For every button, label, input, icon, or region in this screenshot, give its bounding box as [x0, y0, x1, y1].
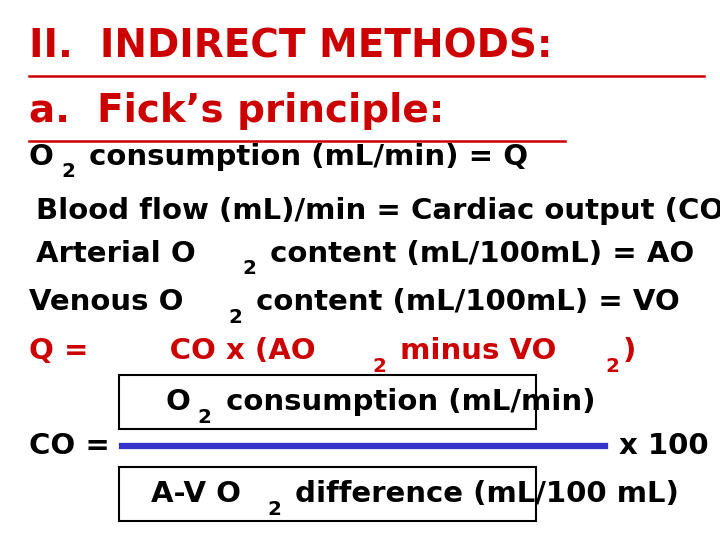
Text: 2: 2 — [61, 162, 75, 181]
Text: Arterial O: Arterial O — [36, 240, 196, 268]
Text: 2: 2 — [228, 308, 242, 327]
Text: difference (mL/100 mL): difference (mL/100 mL) — [285, 480, 679, 508]
Text: II.  INDIRECT METHODS:: II. INDIRECT METHODS: — [29, 27, 552, 65]
Text: Q =: Q = — [29, 337, 99, 365]
Text: consumption (mL/min): consumption (mL/min) — [215, 388, 595, 416]
Text: content (mL/100mL) = AO: content (mL/100mL) = AO — [260, 240, 694, 268]
Text: 2: 2 — [267, 500, 282, 519]
Text: Venous O: Venous O — [29, 288, 184, 316]
Text: consumption (mL/min) = Q: consumption (mL/min) = Q — [78, 143, 528, 171]
Text: content (mL/100mL) = VO: content (mL/100mL) = VO — [246, 288, 680, 316]
FancyBboxPatch shape — [119, 467, 536, 521]
Text: minus VO: minus VO — [390, 337, 557, 365]
Text: O: O — [29, 143, 54, 171]
Text: ): ) — [623, 337, 636, 365]
Text: Blood flow (mL)/min = Cardiac output (CO): Blood flow (mL)/min = Cardiac output (CO… — [36, 197, 720, 225]
Text: 2: 2 — [242, 259, 256, 279]
FancyBboxPatch shape — [119, 375, 536, 429]
Text: O: O — [166, 388, 191, 416]
Text: 2: 2 — [605, 356, 618, 376]
Text: x 100: x 100 — [619, 431, 708, 460]
Text: a.  Fick’s principle:: a. Fick’s principle: — [29, 92, 444, 130]
Text: CO x (AO: CO x (AO — [119, 337, 315, 365]
Text: 2: 2 — [198, 408, 212, 427]
Text: 2: 2 — [372, 356, 386, 376]
Text: CO =: CO = — [29, 431, 120, 460]
Text: A-V O: A-V O — [151, 480, 241, 508]
